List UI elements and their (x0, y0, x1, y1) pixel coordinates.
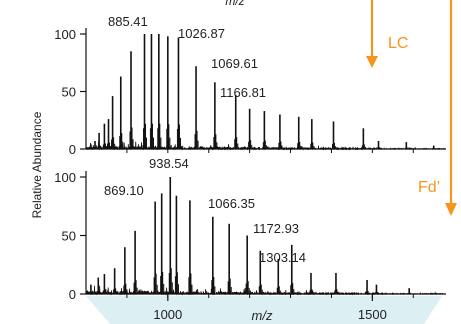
lc-arrow-head (366, 56, 378, 68)
y-tick-label: 100 (54, 27, 76, 42)
peak-label: 938.54 (149, 156, 189, 171)
baseline-noise (86, 285, 445, 296)
spectrum-panel-bottom: 0 50 100 1000 1500 869.10 938.54 1066.35 1172.93… (54, 156, 446, 322)
y-tick-label: 100 (54, 170, 76, 185)
y-tick-label: 0 (69, 287, 76, 302)
ylabel: Relative Abundance (30, 111, 44, 218)
y-tick-label: 50 (62, 85, 76, 100)
mz-range-band (86, 296, 442, 324)
peak-label: 885.41 (108, 14, 148, 29)
spectrum-panels: 0 50 100 885.41 1026.87 1069.61 1166.81 0 50 100 1… (54, 14, 446, 322)
fd-arrow-head (445, 203, 457, 216)
peak-label: 1026.87 (178, 26, 225, 41)
lc-annotation: LC (366, 0, 408, 68)
spectrum-panel-top: 0 50 100 885.41 1026.87 1069.61 1166.81 (54, 14, 446, 157)
fd-annotation: Fd’ (418, 0, 457, 216)
y-tick-label: 50 (62, 229, 76, 244)
peak-label: 1066.35 (208, 196, 255, 211)
x-tick-label: 1500 (358, 307, 387, 322)
xlabel-top-partial: m/z (225, 0, 244, 8)
peak-label: 869.10 (104, 183, 144, 198)
peak-label: 1303.14 (259, 250, 306, 265)
xlabel: m/z (252, 308, 273, 323)
peak-label: 1172.93 (253, 221, 299, 236)
x-tick-label: 1000 (153, 307, 182, 322)
peak-label: 1166.81 (220, 85, 266, 100)
fd-label: Fd’ (418, 179, 440, 196)
lc-label: LC (388, 35, 408, 52)
peak-label: 1069.61 (211, 56, 258, 71)
y-tick-label: 0 (69, 142, 76, 157)
